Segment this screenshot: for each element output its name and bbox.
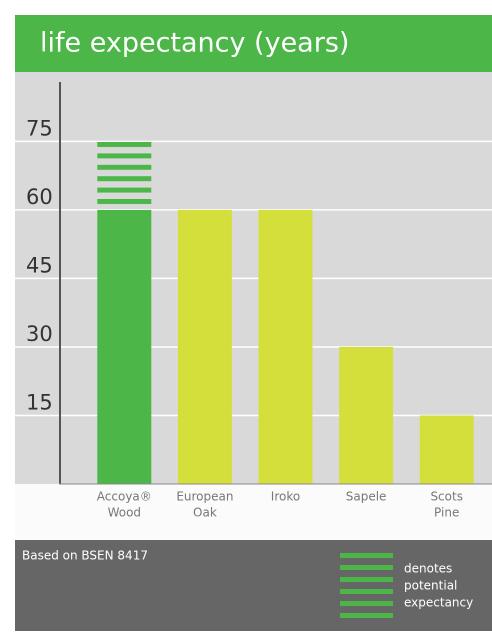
footer <box>15 540 492 631</box>
legend-label: denotes <box>404 562 452 576</box>
bar <box>258 209 313 484</box>
y-tick-label: 60 <box>26 185 53 209</box>
potential-bar <box>97 141 152 210</box>
x-tick-label: Sapele <box>346 490 387 504</box>
y-tick-label: 75 <box>26 116 53 140</box>
x-tick-label: Iroko <box>271 490 300 504</box>
chart-title: life expectancy (years) <box>40 28 349 59</box>
bar <box>419 415 474 484</box>
legend-label: potential <box>404 579 457 593</box>
x-tick-label: Accoya® <box>97 490 152 504</box>
x-tick-label: European <box>176 490 233 504</box>
y-tick-label: 30 <box>26 322 53 346</box>
x-tick-label: Oak <box>193 506 217 520</box>
source-note: Based on BSEN 8417 <box>22 549 148 563</box>
x-tick-label: Scots <box>430 490 463 504</box>
label-area <box>15 484 492 540</box>
legend-key <box>340 553 393 618</box>
bar <box>339 346 394 484</box>
x-tick-label: Pine <box>434 506 459 520</box>
header <box>15 15 492 72</box>
y-tick-label: 15 <box>26 390 53 414</box>
x-tick-label: Wood <box>108 506 141 520</box>
bar <box>177 209 232 484</box>
legend-label: expectancy <box>404 596 473 610</box>
bar <box>97 209 152 484</box>
y-tick-label: 45 <box>26 253 53 277</box>
